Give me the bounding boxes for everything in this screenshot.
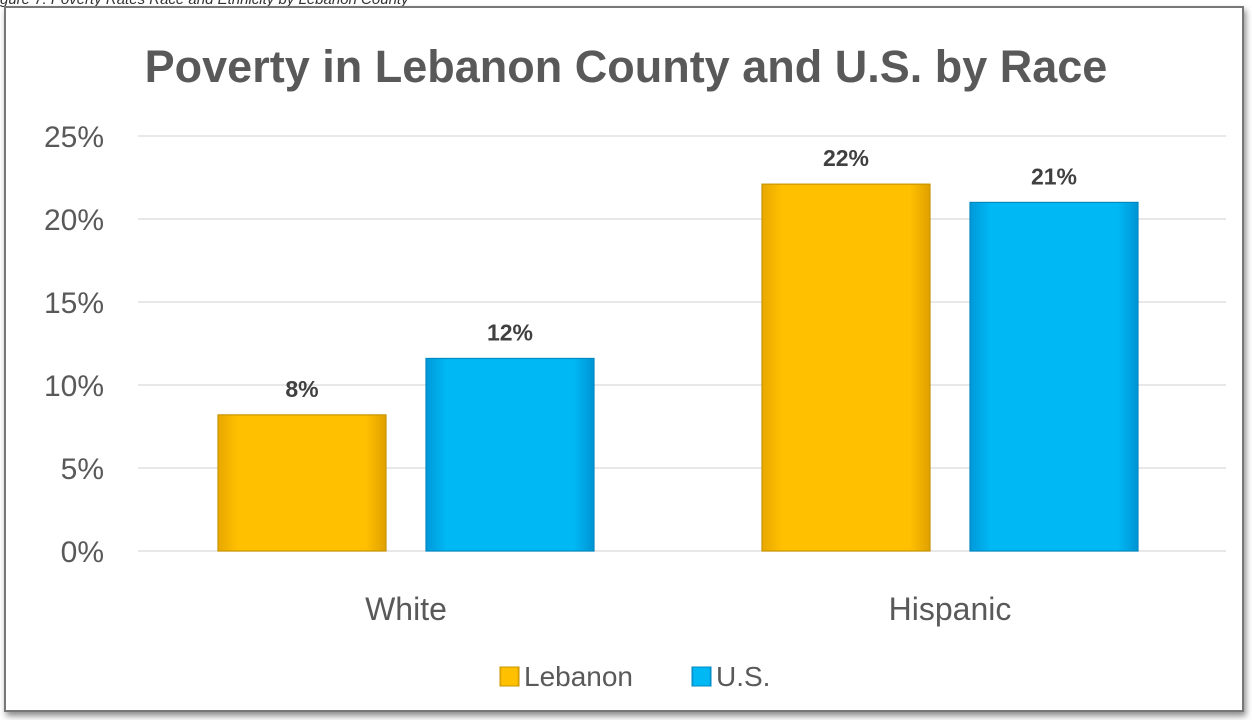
y-tick-label: 25%: [44, 121, 104, 154]
y-tick-label: 10%: [44, 370, 104, 403]
y-tick-label: 20%: [44, 204, 104, 237]
y-tick-label: 0%: [61, 536, 104, 569]
chart-frame: Poverty in Lebanon County and U.S. by Ra…: [4, 6, 1244, 712]
chart-title: Poverty in Lebanon County and U.S. by Ra…: [145, 41, 1108, 92]
data-label: 8%: [285, 376, 318, 402]
bar-us-hispanic: [969, 201, 1139, 552]
legend-swatch-us: [691, 666, 712, 687]
x-axis-categories: White Hispanic: [365, 591, 1011, 627]
y-tick-label: 5%: [61, 453, 104, 486]
y-tick-label: 15%: [44, 287, 104, 320]
legend: Lebanon U.S.: [499, 661, 770, 692]
legend-swatch-lebanon: [499, 666, 520, 687]
x-category-label: White: [365, 591, 447, 627]
bar-lebanon-white: [217, 414, 387, 552]
data-label: 22%: [823, 145, 869, 171]
bars: [217, 183, 1139, 552]
bar-chart: Poverty in Lebanon County and U.S. by Ra…: [44, 41, 1226, 692]
bar-us-white: [425, 357, 595, 552]
x-category-label: Hispanic: [889, 591, 1012, 627]
data-label: 21%: [1031, 163, 1077, 189]
figure-caption: gure 7. Poverty Rates Race and Ethnicity…: [0, 0, 409, 8]
y-axis-ticks: 0% 5% 10% 15% 20% 25%: [44, 121, 104, 569]
bar-lebanon-hispanic: [761, 183, 931, 552]
data-label: 12%: [487, 319, 533, 345]
legend-label: Lebanon: [524, 661, 633, 692]
legend-label: U.S.: [716, 661, 770, 692]
data-labels: 8% 12% 22% 21%: [285, 145, 1077, 402]
